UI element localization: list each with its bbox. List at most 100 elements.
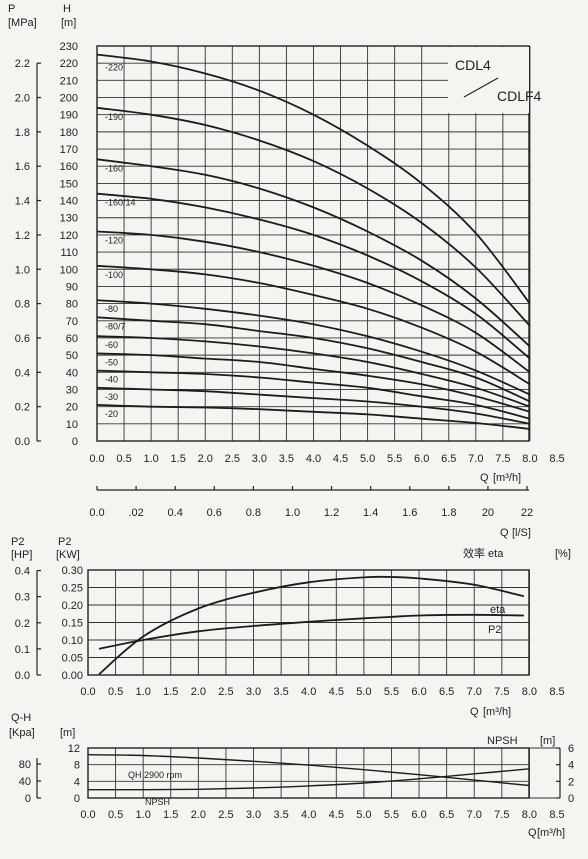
tick-label-q: 7.0 [467,686,482,698]
tick-label-h: 20 [66,402,78,414]
tick-label-h: 220 [60,58,78,70]
plot-frame [87,747,530,799]
q-axis-unit: [m³/h] [537,827,565,839]
tick-label-h: 210 [60,75,78,87]
tick-label-q: 7.0 [467,809,482,821]
tick-label-ls: 0.8 [246,507,261,519]
tick-label-q: 7.5 [494,809,509,821]
model-label-cdl4: CDL4 [455,57,491,73]
tick-label-q: 1.0 [136,686,151,698]
curve-label: -190 [105,112,123,122]
tick-label-h: 190 [60,110,78,122]
tick-label-q: 5.0 [360,453,375,465]
tick-label-p: 1.2 [15,230,30,242]
curve-label: -220 [105,63,123,73]
tick-label-h: 40 [66,367,78,379]
tick-label-h: 170 [60,144,78,156]
eta-axis-label: 效率 eta [463,546,504,560]
tick-label-h: 0 [72,436,78,448]
tick-label-q: 6.0 [411,686,426,698]
curve-50 [96,352,531,413]
tick-label-ls: 0.6 [207,507,222,519]
tick-label-kw: 0.30 [62,565,83,577]
model-label-slash [463,77,499,98]
curve-label: -30 [105,392,118,402]
tick-label-q: 2.5 [218,809,233,821]
tick-label-npsh: 2 [568,776,574,788]
tick-label-h: 140 [60,196,78,208]
tick-label-q: 3.5 [273,686,288,698]
tick-label-q: 0.0 [80,686,95,698]
ls-axis-unit: [l/S] [512,527,531,539]
model-label-backdrop [448,47,529,113]
tick-label-npsh: 4 [568,760,574,772]
tick-label-q: 8.0 [522,453,537,465]
tick-label-ls: 1.2 [324,507,339,519]
tick-label-p: 0.2 [15,402,30,414]
tick-label-ls: 1.6 [402,507,417,519]
tick-label-q: 4.0 [301,809,316,821]
tick-label-p: 1.6 [15,161,30,173]
tick-label-q: 3.5 [273,809,288,821]
tick-label-q: 4.5 [329,686,344,698]
tick-label-h: 90 [66,281,78,293]
tick-label-q: 2.5 [218,686,233,698]
curve-label: -80/7 [105,321,126,331]
tick-label-kpa: 40 [19,776,31,788]
tick-label-q: 5.0 [356,686,371,698]
q-axis-label: Q [470,706,479,718]
hp-axis-unit: [HP] [11,549,32,561]
tick-label-kw: 0.00 [62,670,83,682]
tick-label-p: 0.8 [15,299,30,311]
tick-label-h: 110 [60,247,78,259]
tick-label-q: 2.0 [198,453,213,465]
tick-label-ls: 20 [482,507,494,519]
curve-label: -20 [105,409,118,419]
plot-frame [96,45,530,442]
tick-label-p: 0.0 [15,436,30,448]
curve-160 [96,158,531,348]
tick-label-m: 0 [74,793,80,805]
tick-label-q: 6.5 [439,686,454,698]
curve-807 [96,316,531,403]
tick-label-p: 1.4 [15,196,30,208]
h-axis-unit: [m] [61,17,76,29]
curve-label: -50 [105,357,118,367]
curve-20 [96,404,530,430]
tick-label-q: 3.0 [246,809,261,821]
tick-label-h: 180 [60,127,78,139]
curve-100 [96,264,531,386]
curve-label: -40 [105,375,118,385]
tick-label-q: 0.5 [108,809,123,821]
curve-label-p2: P2 [488,624,501,636]
q-axis-unit: [m³/h] [483,706,511,718]
plot-frame [87,569,530,676]
tick-label-h: 160 [60,161,78,173]
tick-label-q: 8.5 [549,809,564,821]
tick-label-q: 5.5 [384,686,399,698]
q-axis-label: Q [528,827,537,839]
tick-label-ls: 0.4 [168,507,183,519]
ls-axis-label: Q [500,527,509,539]
tick-label-p: 1.8 [15,127,30,139]
tick-label-q: 7.5 [494,686,509,698]
tick-label-m: 12 [68,743,80,755]
curve-label: -80 [105,304,118,314]
tick-label-q: 4.5 [329,809,344,821]
kw-axis-unit: [KW] [56,549,80,561]
curve-npsh [88,768,530,791]
tick-label-q: 1.5 [163,686,178,698]
tick-label-q: 0.0 [89,453,104,465]
tick-label-hp: 0.3 [15,592,30,604]
tick-label-q: 5.5 [387,453,402,465]
curve-label: -100 [105,270,123,280]
tick-label-ls: 1.4 [363,507,378,519]
tick-label-hp: 0.1 [15,644,30,656]
tick-label-q: 3.0 [246,686,261,698]
tick-label-q: 7.5 [495,453,510,465]
tick-label-hp: 0.4 [15,566,30,578]
tick-label-h: 10 [66,419,78,431]
tick-label-q: 6.5 [441,453,456,465]
tick-label-h: 60 [66,333,78,345]
model-label-cdlf4: CDLF4 [497,88,542,104]
